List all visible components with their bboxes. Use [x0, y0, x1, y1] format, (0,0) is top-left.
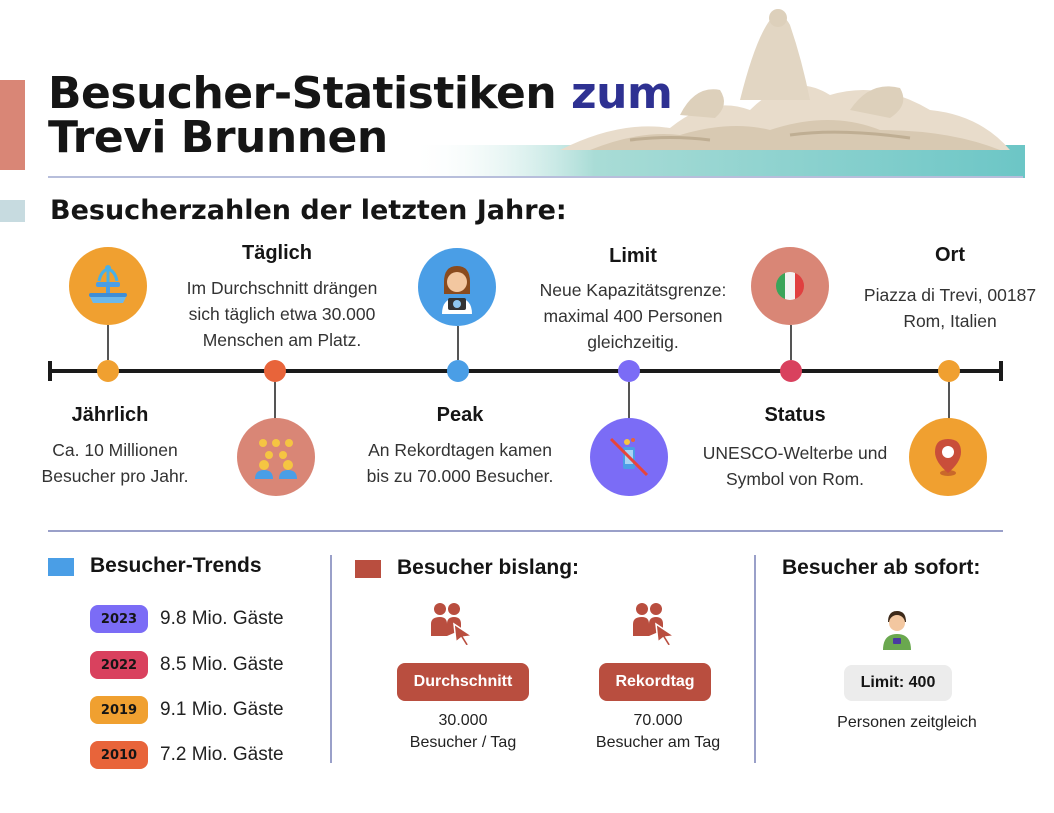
year-badge: 2019: [90, 696, 148, 724]
average-value: 30.000 Besucher / Tag: [409, 712, 517, 751]
title-accent-bar: [0, 80, 25, 170]
trend-value: 8.5 Mio. Gäste: [160, 654, 284, 675]
timeline-stem: [274, 382, 276, 419]
timeline-start-cap: [48, 361, 52, 381]
limit-caption: Personen zeitgleich: [837, 714, 977, 731]
timeline-label: Limit: [609, 245, 657, 267]
timeline-desc: Piazza di Trevi, 00187 Rom, Italien: [863, 285, 1037, 331]
photographer-icon: [418, 248, 496, 326]
timeline-stem: [628, 382, 630, 419]
timeline-label: Jährlich: [71, 404, 149, 426]
location-pin-icon: [909, 418, 987, 496]
subtitle-accent-bar: [0, 200, 25, 222]
ab-sofort-title: Besucher ab sofort:: [782, 556, 981, 579]
trends-title: Besucher-Trends: [90, 554, 262, 577]
visitors-click-icon: [632, 600, 678, 650]
trend-row: 2023 9.8 Mio. Gäste: [90, 604, 284, 634]
section-divider: [48, 530, 1003, 532]
column-divider: [330, 555, 332, 763]
title-main: Besucher-Statistiken: [48, 68, 557, 119]
page-title: Besucher-Statistiken zum Trevi Brunnen: [48, 72, 673, 163]
timeline-stem: [948, 382, 950, 419]
timeline-label: Peak: [436, 404, 484, 426]
timeline-stem: [107, 325, 109, 360]
timeline-dot: [780, 360, 802, 382]
bislang-square: [355, 560, 381, 578]
title-underline: [48, 176, 1023, 178]
title-accent: zum: [571, 68, 673, 119]
record-day-button: Rekordtag: [599, 663, 711, 701]
timeline-desc: An Rekordtagen kamen bis zu 70.000 Besuch…: [366, 440, 554, 486]
year-badge: 2010: [90, 741, 148, 769]
timeline-dot: [97, 360, 119, 382]
trend-value: 9.8 Mio. Gäste: [160, 608, 284, 629]
timeline-stem: [457, 326, 459, 360]
column-divider: [754, 555, 756, 763]
fountain-illustration: [410, 9, 1025, 178]
trend-value: 7.2 Mio. Gäste: [160, 744, 284, 765]
section-subtitle: Besucherzahlen der letzten Jahre:: [50, 195, 567, 226]
timeline-dot: [447, 360, 469, 382]
timeline-desc: UNESCO-Welterbe und Symbol von Rom.: [702, 443, 888, 489]
timeline-stem: [790, 325, 792, 360]
trend-row: 2010 7.2 Mio. Gäste: [90, 740, 284, 770]
year-badge: 2022: [90, 651, 148, 679]
italy-flag-icon: [751, 247, 829, 325]
timeline-label: Täglich: [241, 242, 312, 264]
timeline-desc: Neue Kapazitätsgrenze: maximal 400 Person…: [539, 280, 727, 352]
no-selfie-icon: [590, 418, 668, 496]
timeline-dot: [618, 360, 640, 382]
trend-row: 2019 9.1 Mio. Gäste: [90, 695, 284, 725]
trend-row: 2022 8.5 Mio. Gäste: [90, 650, 284, 680]
visitors-click-icon: [430, 600, 476, 650]
timeline-label: Ort: [935, 244, 965, 266]
year-badge: 2023: [90, 605, 148, 633]
limit-badge: Limit: 400: [844, 665, 952, 701]
timeline-end-cap: [999, 361, 1003, 381]
timeline-dot: [264, 360, 286, 382]
timeline-label: Status: [764, 404, 826, 426]
timeline-desc: Ca. 10 Millionen Besucher pro Jahr.: [41, 440, 189, 486]
title-line-2: Trevi Brunnen: [48, 112, 388, 163]
bislang-title: Besucher bislang:: [397, 556, 580, 579]
timeline-line: [50, 369, 1001, 373]
person-icon: [880, 608, 914, 654]
trend-value: 9.1 Mio. Gäste: [160, 699, 284, 720]
timeline-desc: Im Durchschnitt drängen sich täglich etwa…: [186, 278, 378, 350]
fountain-icon: [69, 247, 147, 325]
crowd-icon: [237, 418, 315, 496]
timeline-dot: [938, 360, 960, 382]
trends-square: [48, 558, 74, 576]
average-button: Durchschnitt: [397, 663, 529, 701]
record-day-value: 70.000 Besucher am Tag: [595, 712, 721, 751]
